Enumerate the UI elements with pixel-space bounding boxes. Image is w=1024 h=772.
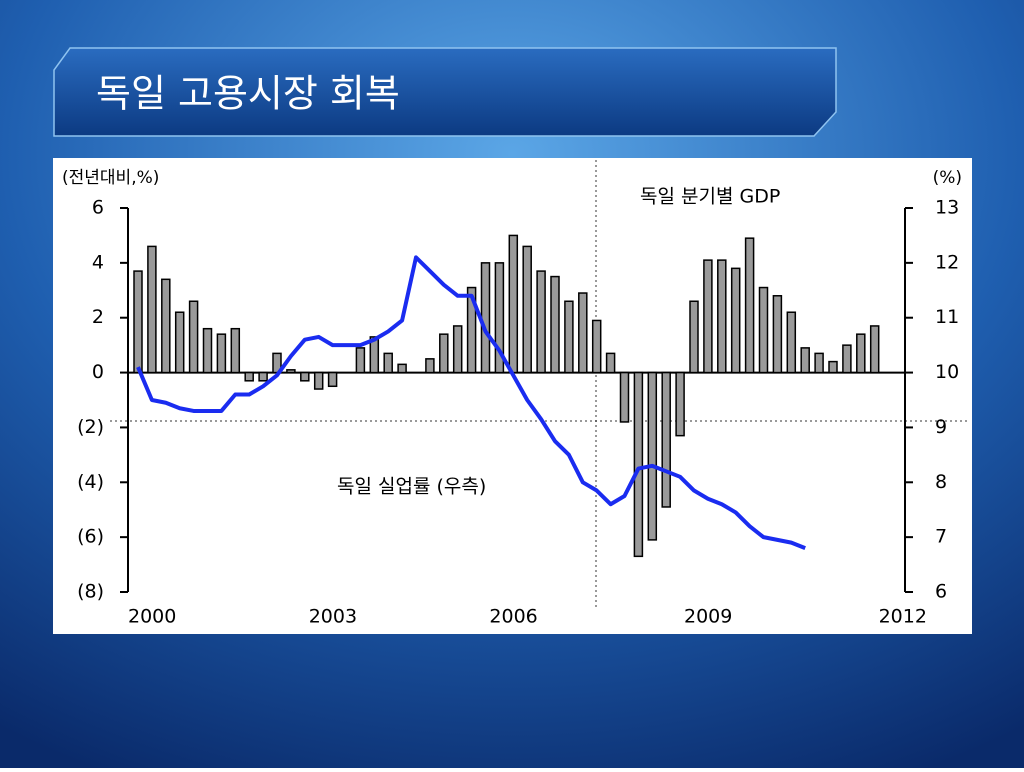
bar: [564, 300, 574, 374]
bar: [202, 327, 213, 374]
title-banner: [53, 47, 837, 137]
bar: [730, 267, 741, 374]
y-tick-label: 2: [92, 306, 104, 328]
axis-label: (%): [933, 168, 962, 188]
bar: [842, 344, 852, 374]
annotation: 독일 분기별 GDP: [640, 186, 780, 208]
bar: [425, 358, 435, 374]
bar: [161, 278, 171, 374]
bar: [744, 237, 755, 374]
bar: [647, 371, 658, 541]
bar: [452, 325, 463, 374]
bar: [856, 333, 866, 374]
y-tick-label: 4: [92, 251, 104, 273]
x-tick-label: 2009: [684, 606, 732, 628]
bar: [661, 371, 671, 508]
bar: [522, 245, 532, 374]
y-tick-label: (2): [77, 416, 104, 438]
bar: [313, 371, 324, 390]
y2-tick-label: 10: [935, 361, 959, 383]
bar: [188, 300, 199, 374]
annotation: 독일 실업률 (우측): [337, 476, 486, 498]
y2-tick-label: 12: [935, 251, 959, 273]
bar: [147, 245, 157, 374]
bar: [216, 333, 227, 374]
y2-tick-label: 13: [935, 197, 959, 219]
bar: [439, 333, 449, 374]
bar: [619, 371, 630, 423]
x-tick-label: 2000: [128, 606, 176, 628]
bar: [174, 311, 185, 374]
bar: [689, 300, 699, 374]
bar: [591, 319, 602, 374]
bar: [494, 262, 505, 374]
bar: [814, 352, 824, 374]
slide-title: 독일 고용시장 회복: [96, 72, 400, 116]
bar: [327, 371, 338, 388]
bar: [633, 371, 644, 558]
x-tick-label: 2003: [309, 606, 357, 628]
line: [136, 255, 806, 550]
y2-tick-label: 8: [935, 471, 947, 493]
y-tick-label: (8): [77, 581, 104, 603]
bar: [550, 275, 560, 374]
bar: [258, 371, 268, 382]
y-tick-label: (6): [77, 526, 104, 548]
bar: [717, 259, 727, 374]
bar: [786, 311, 797, 374]
bar: [480, 262, 491, 374]
y2-tick-label: 11: [935, 306, 959, 328]
bar: [828, 360, 838, 374]
bar: [869, 325, 880, 374]
y2-tick-label: 6: [935, 581, 947, 603]
axis-label: (전년대비,%): [62, 168, 159, 188]
bar: [508, 234, 519, 374]
y-tick-label: (4): [77, 471, 104, 493]
bar: [758, 286, 769, 374]
y2-tick-label: 7: [935, 526, 947, 548]
y-tick-label: 6: [92, 197, 104, 219]
x-tick-label: 2006: [489, 606, 537, 628]
bar: [133, 270, 143, 374]
plot: (8) (6) (4) (2) 0 2 4 6 6 7 8 9 10 11 12 13 2000 2003 2006…: [77, 197, 959, 628]
bar: [244, 371, 254, 382]
bar: [536, 270, 546, 374]
bar: [355, 347, 366, 374]
bar: [230, 327, 241, 374]
bar: [772, 295, 783, 374]
bar: [675, 371, 685, 437]
bar: [800, 347, 810, 374]
bar: [578, 292, 588, 374]
bar: [466, 286, 477, 374]
bar: [286, 369, 296, 374]
x-tick-label: 2012: [879, 606, 927, 628]
y2-tick-label: 9: [935, 416, 947, 438]
bar: [369, 336, 380, 374]
y-tick-label: 0: [92, 361, 104, 383]
chart-panel: [53, 158, 972, 634]
bar: [300, 371, 310, 382]
bar: [383, 352, 393, 374]
bar: [397, 363, 407, 374]
bar: [703, 259, 713, 374]
bar: [605, 352, 616, 374]
